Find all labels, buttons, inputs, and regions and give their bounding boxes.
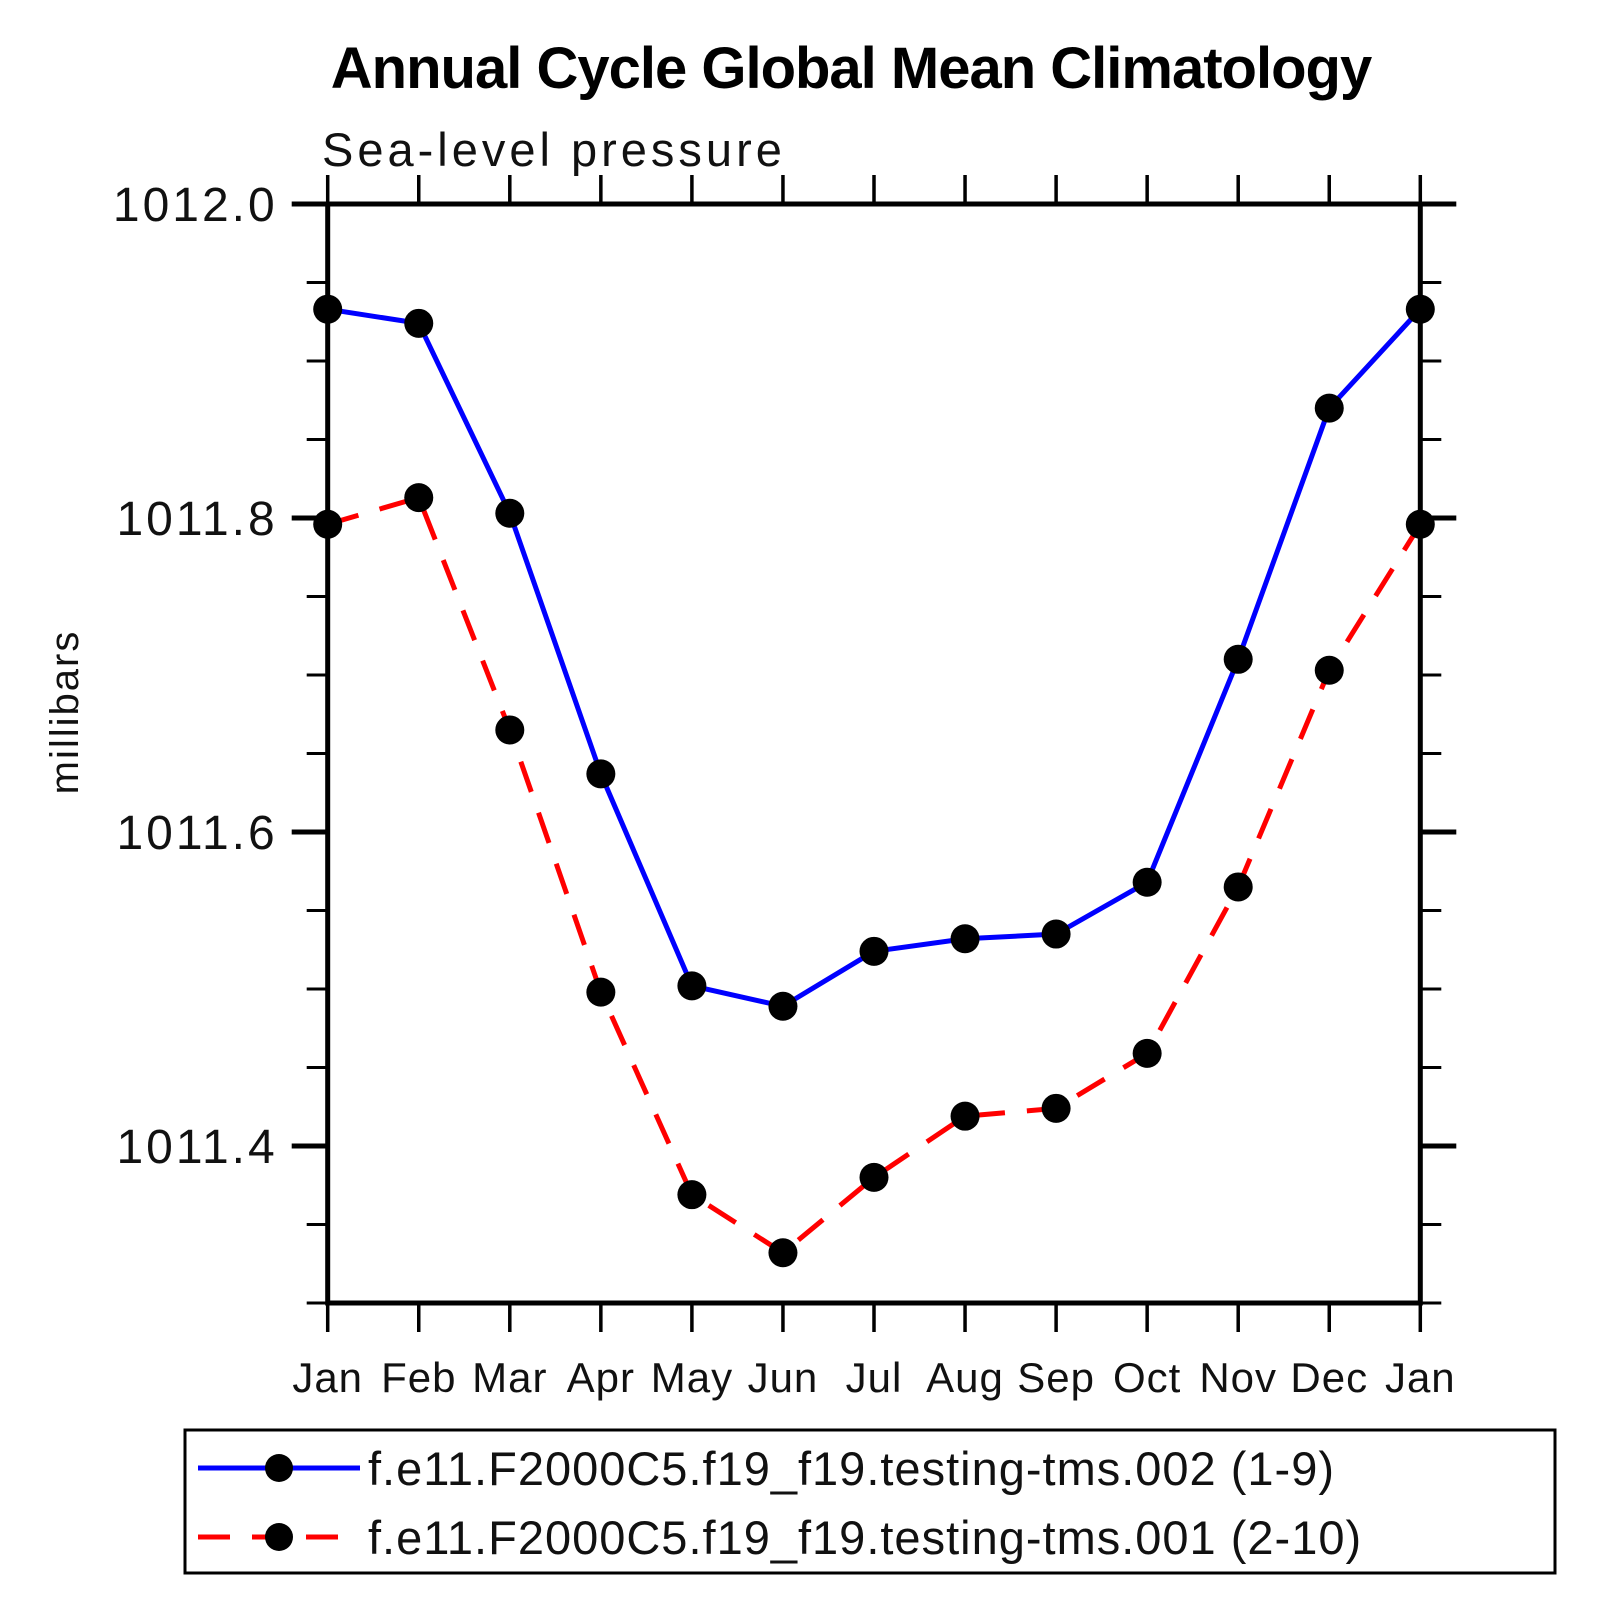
x-tick-label: Dec <box>1290 1354 1368 1401</box>
data-point-0-may-4 <box>677 971 707 1001</box>
data-point-0-apr-3 <box>586 759 616 789</box>
data-point-0-oct-9 <box>1132 867 1162 897</box>
data-point-0-jun-5 <box>768 991 798 1021</box>
axes: Jan Feb Mar Apr May Jun Jul Aug Sep Oct Nov Dec Jan 1… <box>113 175 1457 1401</box>
data-point-1-mar-2 <box>495 715 525 745</box>
data-point-0-nov-10 <box>1223 644 1253 674</box>
x-tick-label: Jan <box>292 1354 363 1401</box>
x-tick-label: Oct <box>1113 1354 1181 1401</box>
data-point-1-oct-9 <box>1132 1038 1162 1068</box>
legend-label: f.e11.F2000C5.f19_f19.testing-tms.002 (1… <box>368 1442 1335 1495</box>
data-point-0-jul-6 <box>859 936 889 966</box>
data-point-0-jan-0 <box>313 294 343 324</box>
y-tick-label: 1011.4 <box>116 1121 277 1174</box>
chart-title: Annual Cycle Global Mean Climatology <box>331 36 1372 101</box>
x-tick-label: Apr <box>567 1354 635 1401</box>
y-tick-label: 1011.8 <box>116 493 277 546</box>
y-tick-label: 1012.0 <box>113 179 278 232</box>
y-tick-label: 1011.6 <box>116 807 277 860</box>
y-axis-title: millibars <box>43 630 87 795</box>
x-tick-label: Feb <box>381 1354 456 1401</box>
x-tick-label: Aug <box>926 1354 1004 1401</box>
data-point-0-feb-1 <box>404 308 434 338</box>
data-point-1-jul-6 <box>859 1162 889 1192</box>
legend-marker-dot-icon <box>265 1523 293 1551</box>
x-tick-label: Jan <box>1385 1354 1456 1401</box>
data-point-1-jan-0 <box>313 509 343 539</box>
legend-item-1: f.e11.F2000C5.f19_f19.testing-tms.001 (2… <box>198 1511 1362 1564</box>
data-point-1-jun-5 <box>768 1238 798 1268</box>
chart-subtitle: Sea-level pressure <box>322 123 786 176</box>
data-point-1-aug-7 <box>950 1101 980 1131</box>
data-point-1-jan-12 <box>1405 509 1435 539</box>
series-group <box>313 294 1435 1268</box>
x-tick-label: May <box>651 1354 733 1401</box>
series-line-0 <box>327 306 1423 1009</box>
data-point-0-aug-7 <box>950 924 980 954</box>
legend: f.e11.F2000C5.f19_f19.testing-tms.002 (1… <box>183 1428 1557 1575</box>
data-point-0-dec-11 <box>1314 393 1344 423</box>
data-point-1-feb-1 <box>404 483 434 513</box>
data-point-1-nov-10 <box>1223 872 1253 902</box>
x-tick-label: Nov <box>1199 1354 1277 1401</box>
data-point-1-dec-11 <box>1314 655 1344 685</box>
legend-item-0: f.e11.F2000C5.f19_f19.testing-tms.002 (1… <box>198 1442 1335 1495</box>
data-point-0-jan-12 <box>1405 294 1435 324</box>
x-tick-label: Mar <box>472 1354 547 1401</box>
legend-label: f.e11.F2000C5.f19_f19.testing-tms.001 (2… <box>368 1511 1362 1564</box>
plot-frame <box>325 201 1423 1306</box>
data-point-1-sep-8 <box>1041 1093 1071 1123</box>
legend-marker-dot-icon <box>265 1454 293 1482</box>
x-tick-label: Jun <box>748 1354 819 1401</box>
data-point-1-apr-3 <box>586 977 616 1007</box>
data-point-0-sep-8 <box>1041 919 1071 949</box>
x-tick-label: Sep <box>1017 1354 1095 1401</box>
x-tick-label: Jul <box>846 1354 903 1401</box>
data-point-0-mar-2 <box>495 498 525 528</box>
data-point-1-may-4 <box>677 1180 707 1210</box>
legend-box <box>183 1428 1557 1575</box>
